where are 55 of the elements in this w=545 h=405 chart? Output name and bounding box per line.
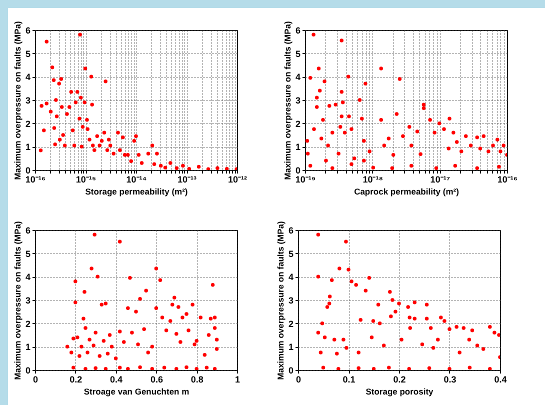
y-tick-label: 1 — [288, 342, 294, 352]
y-axis-title: Maximum overpressure on faults (MPa) — [12, 20, 22, 180]
y-tick-label: 6 — [295, 26, 300, 36]
x-tick-label: 0.3 — [444, 374, 456, 384]
y-tick-label: 0 — [25, 366, 30, 376]
x-tick-label: 0 — [32, 374, 38, 384]
x-tick-label: 0.4 — [110, 374, 123, 384]
x-axis-title: Caprock permeability (m²) — [354, 186, 460, 196]
x-tick-label: 10⁻¹⁷ — [430, 174, 450, 184]
y-axis-title: Maximum overpressure on faults (MPa) — [275, 220, 286, 380]
y-tick-label: 3 — [25, 296, 30, 306]
y-tick-label: 0 — [288, 366, 294, 376]
x-axis-title: Storage porosity — [366, 386, 434, 396]
y-tick-label: 6 — [288, 226, 294, 236]
x-tick-label: 1 — [234, 374, 240, 384]
x-axis-title: Storage permeability (m²) — [85, 186, 188, 196]
y-tick-label: 3 — [288, 296, 294, 306]
x-tick-label: 0.2 — [393, 374, 406, 384]
y-tick-label: 1 — [25, 142, 30, 152]
x-tick-label: 10⁻¹⁴ — [126, 174, 147, 184]
y-tick-label: 3 — [295, 96, 300, 106]
x-tick-label: 0.6 — [150, 374, 163, 384]
x-tick-label: 0.8 — [190, 374, 204, 384]
y-tick-label: 2 — [295, 118, 300, 129]
x-tick-label: 10⁻¹² — [228, 174, 248, 184]
y-tick-label: 2 — [25, 118, 30, 129]
y-tick-label: 5 — [295, 48, 300, 59]
y-tick-label: 1 — [295, 142, 300, 152]
y-tick-label: 2 — [25, 318, 30, 329]
y-tick-label: 5 — [25, 248, 30, 259]
x-tick-label: 10⁻¹⁸ — [362, 174, 383, 184]
y-tick-label: 4 — [25, 72, 30, 82]
y-axis-title: Maximum overpressure on faults (MPa) — [12, 220, 22, 380]
x-tick-label: 10⁻¹³ — [177, 174, 197, 184]
y-tick-label: 1 — [25, 342, 30, 352]
y-tick-label: 4 — [295, 72, 300, 82]
y-tick-label: 0 — [25, 166, 30, 176]
x-tick-label: 0.1 — [342, 374, 356, 384]
y-tick-label: 4 — [25, 272, 30, 282]
x-tick-label: 0.2 — [70, 374, 82, 384]
y-tick-label: 2 — [288, 318, 294, 329]
x-tick-label: 10⁻¹⁹ — [295, 174, 316, 184]
y-tick-label: 5 — [288, 248, 294, 259]
y-tick-label: 0 — [295, 166, 300, 176]
x-tick-label: 0.4 — [494, 374, 507, 384]
y-tick-label: 6 — [25, 26, 30, 36]
y-tick-label: 3 — [25, 96, 30, 106]
y-axis-title: Maximum overpressure on faults (MPa) — [282, 20, 292, 180]
y-tick-label: 5 — [25, 48, 30, 59]
x-tick-label: 10⁻¹⁶ — [497, 174, 518, 184]
x-tick-label: 10⁻¹⁵ — [76, 174, 96, 184]
x-axis-title: Stroage van Genuchten m — [84, 386, 190, 396]
y-tick-label: 4 — [288, 272, 294, 282]
x-tick-label: 10⁻¹⁶ — [25, 174, 46, 184]
y-tick-label: 6 — [25, 226, 30, 236]
